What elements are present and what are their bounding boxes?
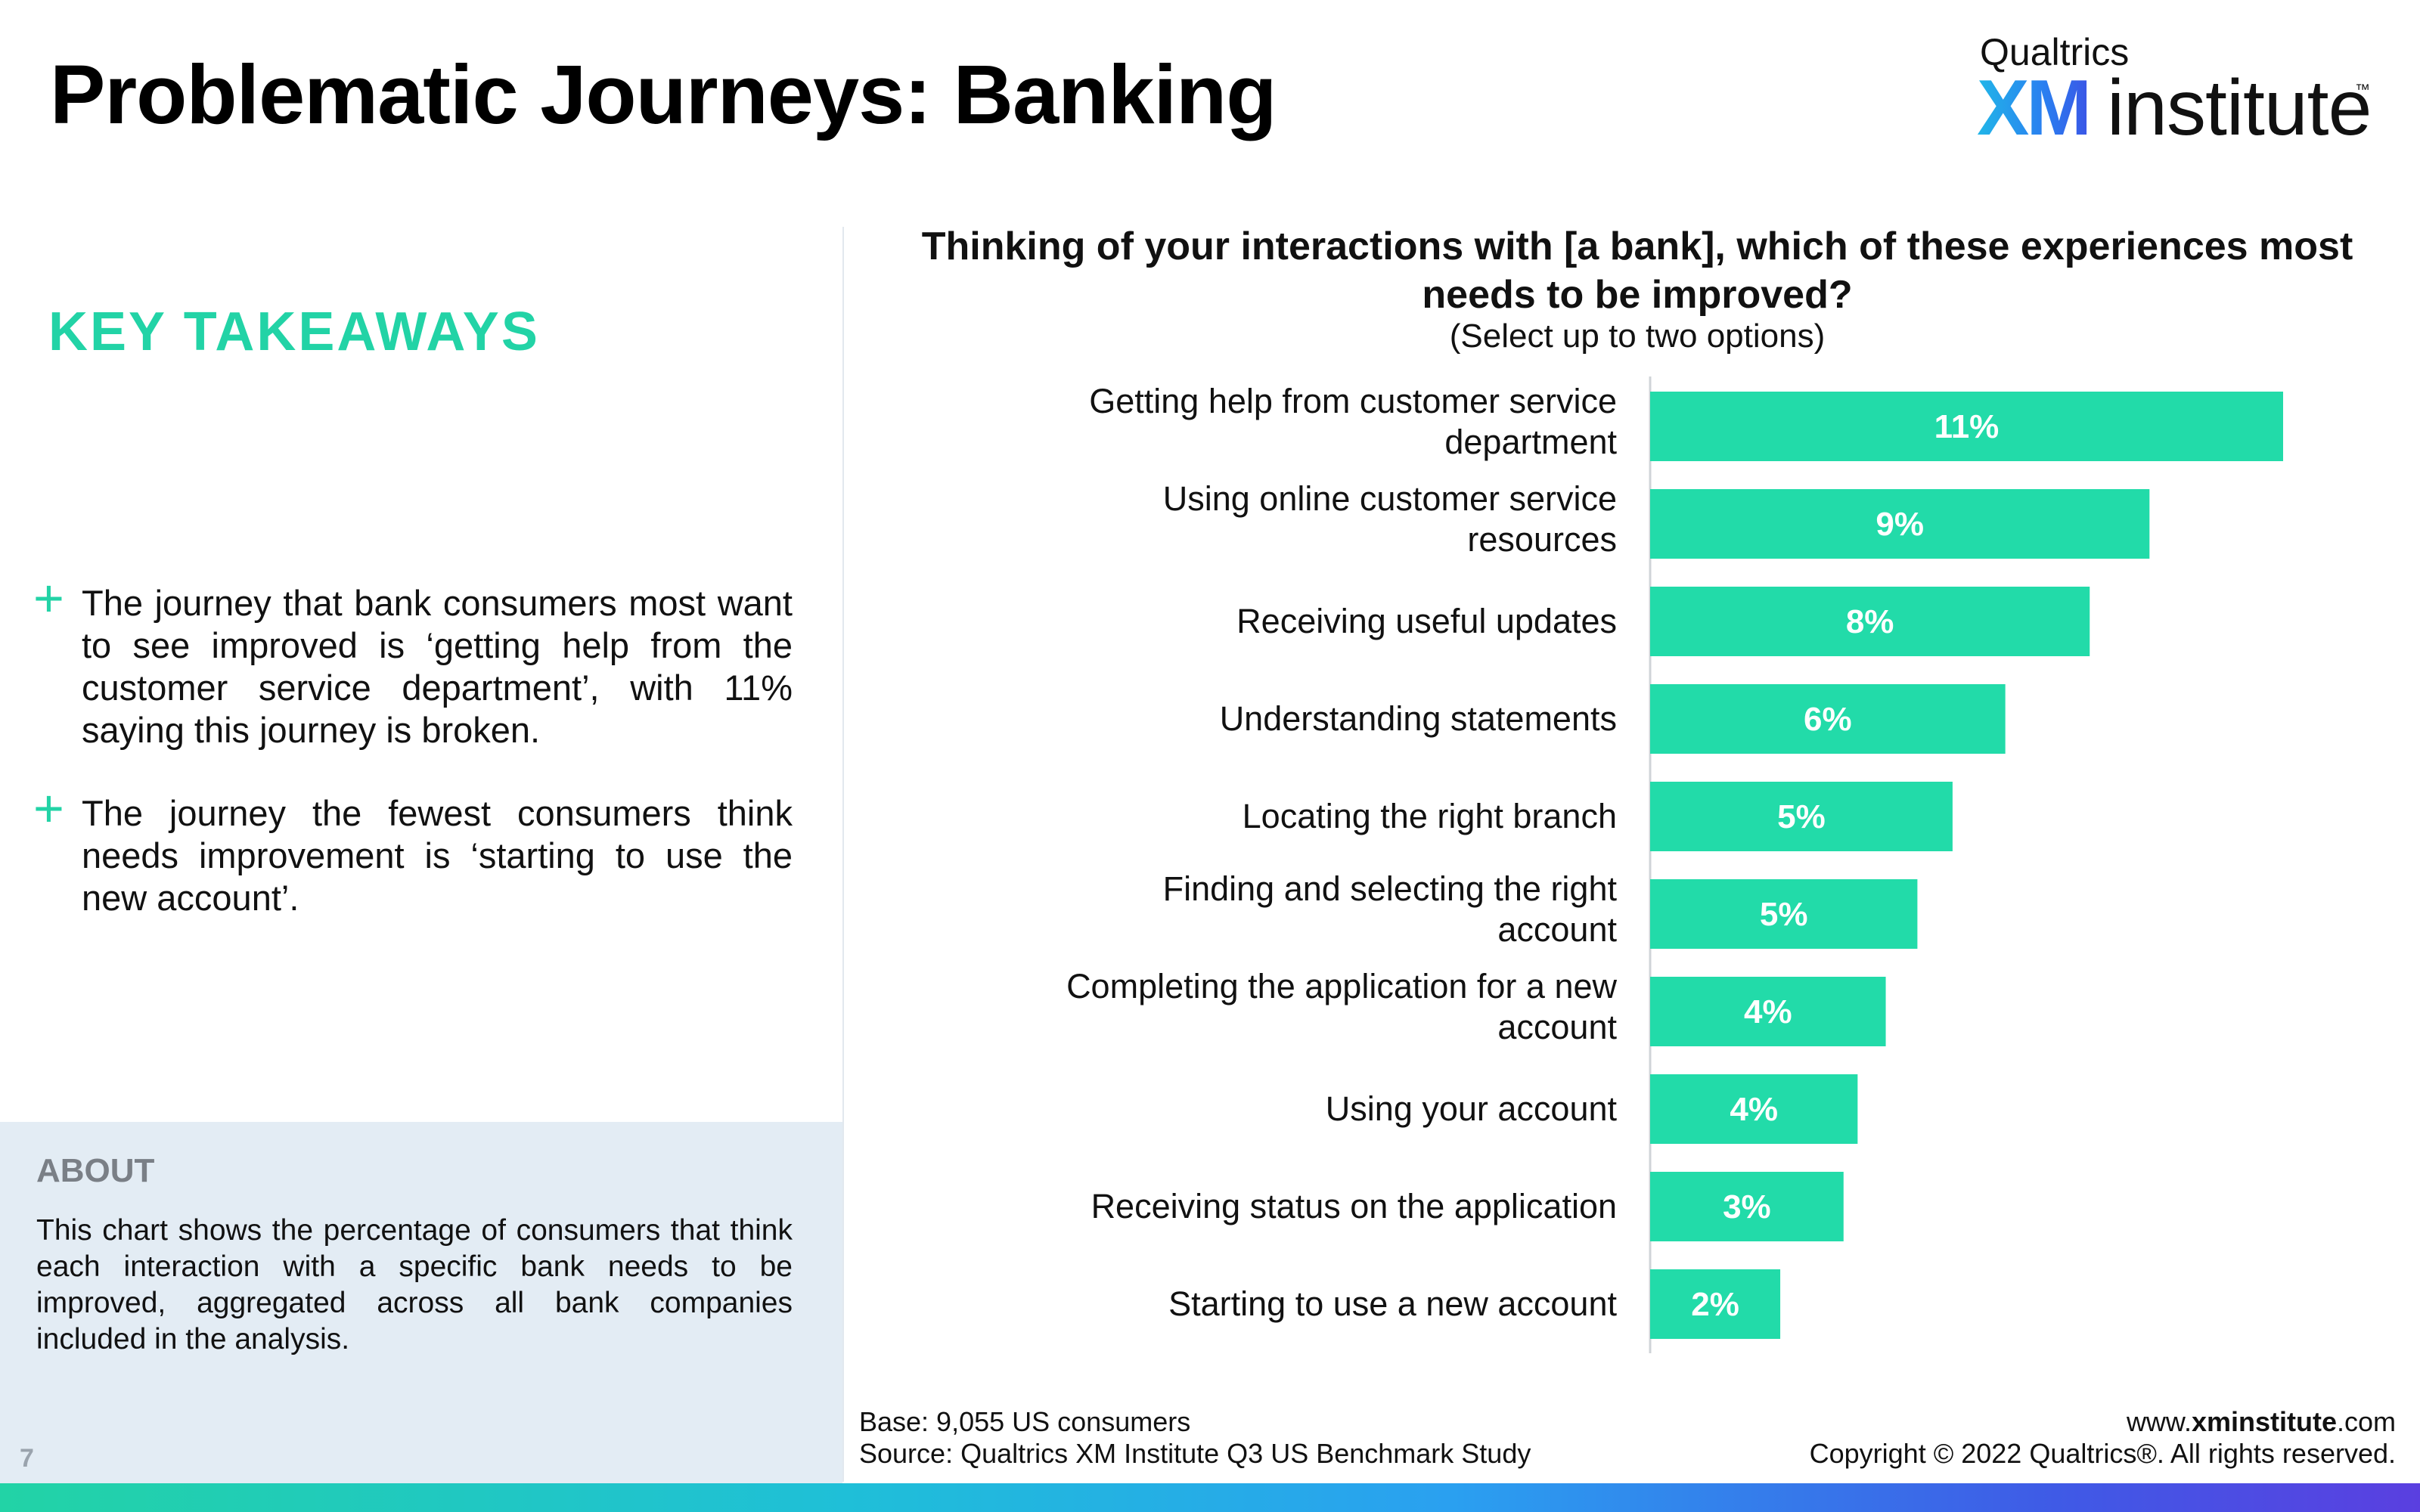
website-link[interactable]: www.xminstitute.com [2126, 1406, 2396, 1437]
logo-xm-text: XM [1977, 64, 2092, 152]
bar [1650, 879, 1918, 949]
page-title: Problematic Journeys: Banking [50, 48, 1277, 141]
plus-icon: + [33, 779, 64, 838]
category-label: Receiving status on the application [1091, 1187, 1617, 1225]
page-number: 7 [20, 1444, 34, 1473]
bottom-gradient-bar [0, 1483, 2420, 1512]
bar-value-label: 2% [1691, 1286, 1739, 1323]
logo-institute-text: institute [2107, 64, 2372, 152]
logo-trademark: ™ [2355, 82, 2370, 98]
bar-value-label: 4% [1744, 993, 1792, 1030]
category-label: Using your account [1326, 1089, 1618, 1128]
bar-value-label: 4% [1730, 1091, 1778, 1128]
about-text: This chart shows the percentage of consu… [36, 1214, 793, 1356]
takeaway-text: The journey that bank consumers most wan… [82, 583, 793, 750]
chart-subtitle: (Select up to two options) [1449, 318, 1826, 355]
logo-qualtrics-text: Qualtrics [1980, 31, 2130, 73]
vertical-divider [842, 227, 844, 1482]
source-note: Source: Qualtrics XM Institute Q3 US Ben… [859, 1438, 1531, 1469]
takeaway-item: + The journey that bank consumers most w… [33, 572, 793, 751]
takeaway-item: + The journey the fewest consumers think… [33, 782, 793, 919]
bar [1650, 587, 2090, 656]
category-label: Completing the application for a new acco… [1066, 967, 1617, 1046]
takeaway-text: The journey the fewest consumers think n… [82, 793, 793, 918]
about-heading: ABOUT [36, 1152, 155, 1189]
bar-value-label: 9% [1876, 506, 1924, 543]
base-note: Base: 9,055 US consumers [859, 1406, 1191, 1437]
bar [1650, 684, 2006, 754]
chart-title: Thinking of your interactions with [a ba… [921, 225, 2353, 317]
bar-value-label: 3% [1723, 1188, 1771, 1225]
xm-institute-logo: Qualtrics XM institute ™ [1974, 27, 2372, 152]
bar [1650, 977, 1886, 1046]
category-label: Receiving useful updates [1236, 602, 1617, 640]
bar-value-label: 11% [1934, 408, 2000, 445]
key-takeaways-heading: KEY TAKEAWAYS [48, 302, 540, 362]
category-label: Locating the right branch [1243, 797, 1617, 835]
bar [1650, 392, 2283, 461]
footer-notes: Base: 9,055 US consumers Source: Qualtri… [859, 1406, 1531, 1470]
bar [1650, 1074, 1858, 1144]
category-label: Starting to use a new account [1168, 1284, 1617, 1323]
bar-value-label: 6% [1804, 701, 1852, 738]
category-label: Getting help from customer service depart… [1089, 382, 1617, 461]
bar [1650, 782, 1953, 851]
bar [1650, 1269, 1781, 1339]
bar [1650, 1172, 1844, 1241]
category-label: Understanding statements [1220, 699, 1617, 738]
bar-value-label: 5% [1777, 798, 1826, 835]
bar-value-label: 5% [1760, 896, 1808, 933]
category-label: Finding and selecting the right account [1163, 869, 1618, 949]
plus-icon: + [33, 569, 64, 627]
bar [1650, 489, 2150, 559]
about-panel [0, 1122, 842, 1485]
category-label: Using online customer service resources [1163, 479, 1617, 559]
footer-credits: www.xminstitute.com Copyright © 2022 Qua… [1810, 1406, 2396, 1470]
copyright-text: Copyright © 2022 Qualtrics®. All rights … [1809, 1438, 2396, 1469]
bar-value-label: 8% [1846, 603, 1894, 640]
